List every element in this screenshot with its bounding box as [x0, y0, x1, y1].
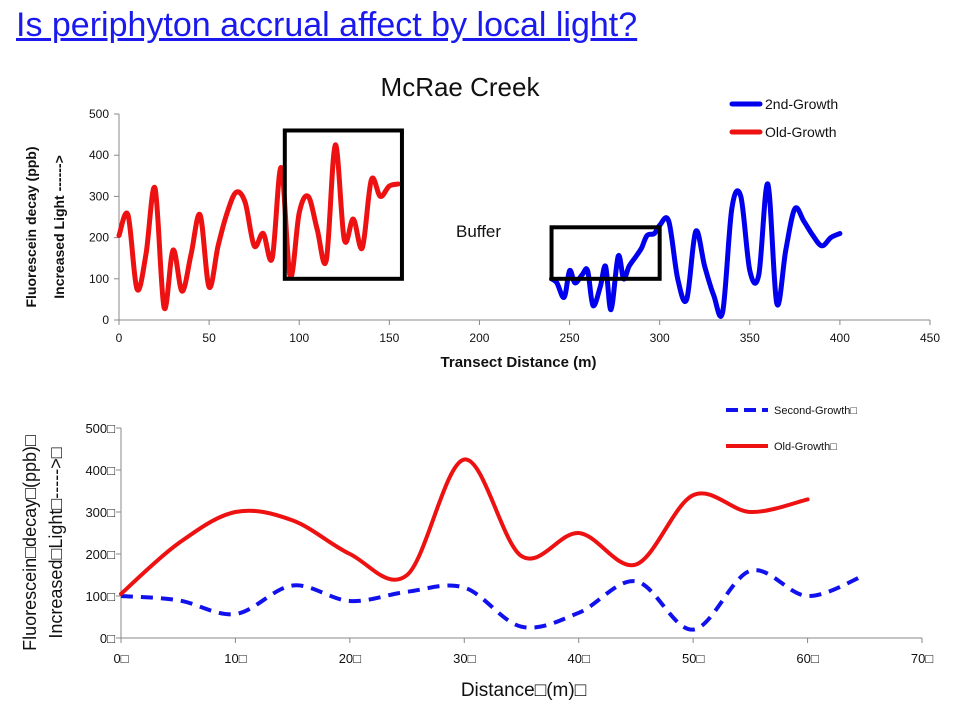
series-line-old-growth — [119, 457, 810, 596]
x-tick-label: 30□ — [453, 651, 475, 666]
y-axis-label-light: Increased Light ------> — [51, 155, 67, 299]
x-tick-label: 100 — [289, 331, 309, 345]
y-tick-label: 300□ — [85, 505, 115, 520]
legend-label: Old-Growth□ — [774, 441, 837, 453]
x-tick-label: 200 — [469, 331, 489, 345]
x-tick-label: 20□ — [339, 651, 361, 666]
y-tick-label: 500 — [89, 107, 109, 121]
legend-label: Old-Growth — [765, 124, 837, 140]
series-line-old-growth — [116, 142, 401, 311]
x-tick-label: 0 — [116, 331, 123, 345]
annotation-buffer: Buffer — [456, 222, 501, 241]
y-axis-label: Fluorescein decay (ppb) — [23, 146, 39, 307]
y-axis-label-light: Increased□Light□----->□ — [46, 447, 66, 638]
x-tick-label: 150 — [379, 331, 399, 345]
highlight-box-1 — [282, 128, 404, 281]
y-tick-label: 0 — [102, 313, 109, 327]
x-tick-label: 400 — [830, 331, 850, 345]
highlight-box-2 — [549, 225, 662, 281]
series-line-second-growth — [120, 568, 866, 632]
series-line-second-growth — [549, 181, 843, 319]
chart-title: McRae Creek — [381, 72, 541, 102]
y-tick-label: 200 — [89, 231, 109, 245]
legend-label: Second-Growth□ — [774, 405, 857, 417]
y-tick-label: 400□ — [85, 463, 115, 478]
y-tick-label: 0□ — [100, 631, 115, 646]
x-tick-label: 60□ — [796, 651, 818, 666]
y-tick-label: 300 — [89, 189, 109, 203]
x-tick-label: 450 — [920, 331, 940, 345]
x-axis-label: Transect Distance (m) — [441, 354, 597, 371]
slide-title: Is periphyton accrual affect by local li… — [16, 6, 638, 44]
x-tick-label: 70□ — [911, 651, 933, 666]
x-tick-label: 0□ — [113, 651, 128, 666]
x-axis-label: Distance□(m)□ — [461, 680, 587, 701]
y-tick-label: 100 — [89, 272, 109, 286]
legend-label: 2nd-Growth — [765, 96, 838, 112]
x-tick-label: 40□ — [568, 651, 590, 666]
x-tick-label: 50□ — [682, 651, 704, 666]
y-tick-label: 400 — [89, 148, 109, 162]
x-tick-label: 300 — [650, 331, 670, 345]
x-tick-label: 350 — [740, 331, 760, 345]
x-tick-label: 250 — [560, 331, 580, 345]
x-tick-label: 50 — [202, 331, 216, 345]
y-tick-label: 500□ — [85, 421, 115, 436]
y-tick-label: 100□ — [85, 589, 115, 604]
y-tick-label: 200□ — [85, 547, 115, 562]
x-tick-label: 10□ — [224, 651, 246, 666]
y-axis-label: Fluorescein□decay□(ppb)□ — [20, 435, 40, 651]
